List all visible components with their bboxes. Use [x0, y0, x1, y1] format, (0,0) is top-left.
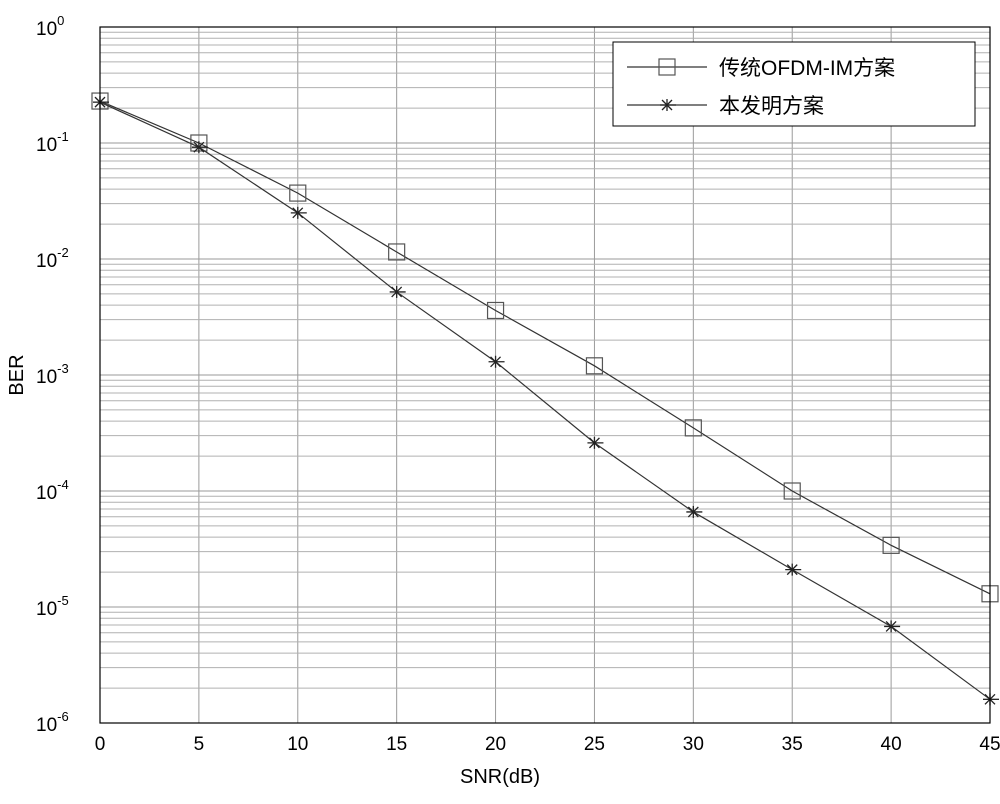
tick-labels: 0 5 10 15 20 25 30 35 40 45 100 10-1 10-2 10-3 10-4 10-…	[36, 13, 1000, 755]
y-tick-label: 10-3	[36, 361, 69, 388]
x-tick-label: 15	[386, 734, 407, 755]
star-marker	[290, 206, 307, 219]
square-marker	[585, 357, 604, 375]
series-line-2	[99, 101, 991, 700]
square-marker	[388, 243, 406, 261]
y-tick-label: 10-6	[36, 709, 69, 736]
star-marker	[686, 505, 703, 518]
square-marker	[486, 301, 505, 320]
x-tick-label: 0	[95, 734, 106, 755]
y-tick-label: 10-1	[36, 129, 69, 156]
square-marker	[783, 482, 801, 500]
x-tick-label: 10	[287, 734, 308, 755]
star-marker	[884, 620, 901, 633]
x-axis-label: SNR(dB)	[460, 766, 540, 788]
y-tick-label: 10-5	[36, 593, 69, 620]
x-tick-label: 20	[485, 734, 506, 755]
y-tick-label: 100	[36, 13, 64, 40]
star-marker	[191, 141, 208, 154]
x-tick-label: 35	[782, 734, 803, 755]
star-marker	[660, 99, 676, 111]
legend-box	[612, 41, 976, 127]
star-marker	[389, 285, 406, 298]
star-marker	[785, 563, 802, 576]
square-marker	[882, 536, 900, 554]
legend-label: 传统OFDM-IM方案	[719, 57, 895, 80]
star-marker	[983, 693, 999, 706]
x-tick-label: 25	[584, 734, 605, 755]
star-marker	[93, 96, 109, 109]
y-tick-label: 10-4	[36, 477, 69, 504]
series-line-1	[99, 100, 991, 595]
x-tick-label: 5	[194, 734, 205, 755]
plot-frame	[99, 26, 991, 724]
x-tick-label: 40	[881, 734, 902, 755]
square-marker	[289, 184, 307, 202]
star-marker	[587, 436, 604, 449]
x-tick-label: 45	[979, 734, 1000, 755]
y-axis-label: BER	[6, 354, 28, 395]
square-marker	[684, 419, 702, 437]
legend-label: 本发明方案	[719, 95, 824, 118]
x-tick-label: 30	[683, 734, 704, 755]
series-layer	[91, 92, 999, 706]
grid	[99, 27, 991, 724]
square-marker	[658, 58, 676, 76]
y-tick-label: 10-2	[36, 245, 69, 272]
star-marker	[488, 355, 505, 368]
